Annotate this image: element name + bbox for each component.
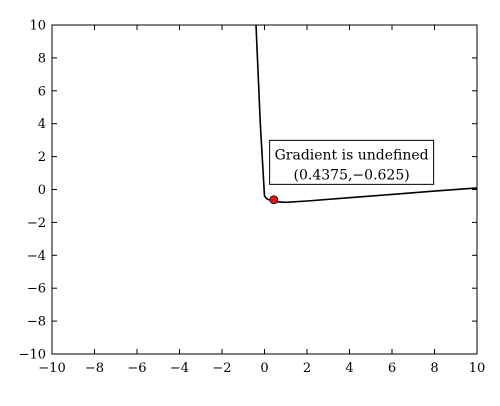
y-tick-label: −10 bbox=[19, 348, 46, 363]
x-tick-label: −4 bbox=[170, 361, 189, 376]
y-tick-label: −4 bbox=[27, 249, 46, 264]
annotation-box: Gradient is undefined (0.4375,−0.625) bbox=[269, 139, 435, 185]
y-tick-label: 6 bbox=[38, 84, 46, 99]
y-tick-label: −6 bbox=[27, 282, 46, 297]
y-tick-label: −8 bbox=[27, 315, 46, 330]
annotation-line-2: (0.4375,−0.625) bbox=[294, 167, 410, 183]
y-tick-label: 8 bbox=[38, 51, 46, 66]
y-tick-label: 4 bbox=[38, 117, 46, 132]
x-axis-ticks: −10 −8 −6 −4 −2 0 2 4 6 8 10 bbox=[38, 25, 485, 376]
x-tick-label: −8 bbox=[85, 361, 104, 376]
y-axis-ticks: −10 −8 −6 −4 −2 0 2 4 6 8 10 bbox=[19, 19, 477, 363]
annotation-border bbox=[269, 139, 435, 185]
x-tick-label: 4 bbox=[345, 361, 353, 376]
x-tick-label: 2 bbox=[303, 361, 311, 376]
y-tick-label: 10 bbox=[29, 19, 46, 34]
x-tick-label: 8 bbox=[430, 361, 438, 376]
x-tick-label: −10 bbox=[38, 361, 65, 376]
undefined-gradient-point bbox=[269, 195, 279, 205]
point-layer bbox=[269, 195, 279, 205]
x-tick-label: 6 bbox=[388, 361, 396, 376]
x-tick-label: 10 bbox=[469, 361, 486, 376]
y-tick-label: 2 bbox=[38, 150, 46, 165]
x-tick-label: −6 bbox=[127, 361, 146, 376]
x-tick-label: 0 bbox=[260, 361, 268, 376]
y-tick-label: 0 bbox=[38, 183, 46, 198]
x-tick-label: −2 bbox=[212, 361, 231, 376]
y-tick-label: −2 bbox=[27, 216, 46, 231]
annotation-line-1: Gradient is undefined bbox=[275, 147, 429, 163]
